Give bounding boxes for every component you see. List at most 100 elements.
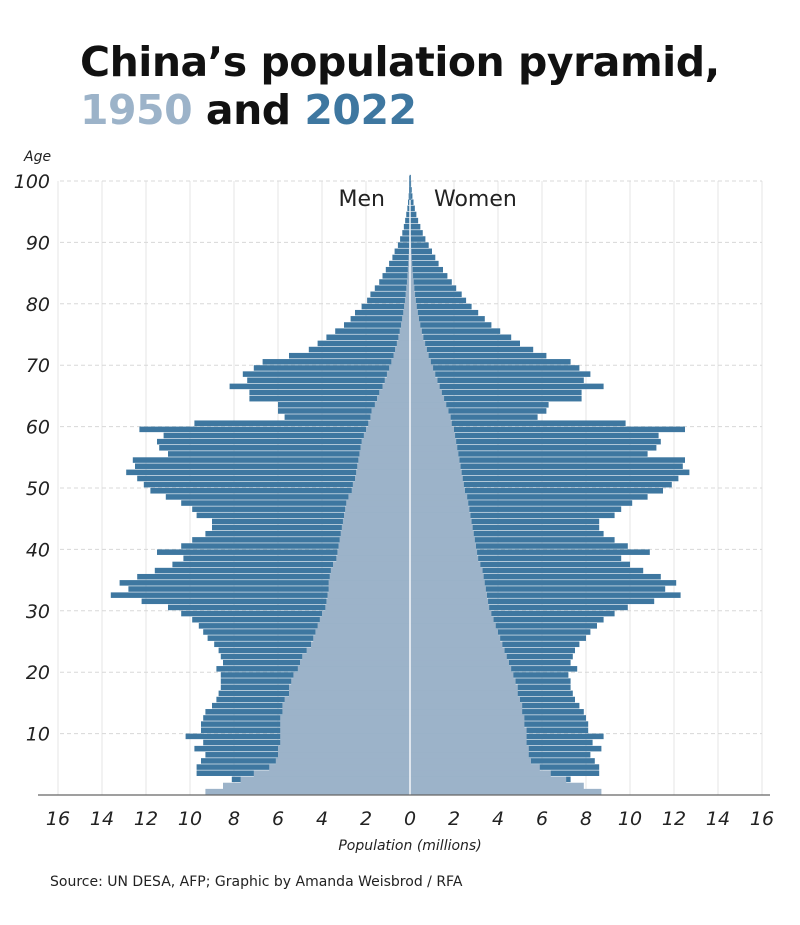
side-label-women: Women	[434, 187, 517, 212]
x-tick-label: 2	[360, 808, 372, 830]
y-tick-label: 80	[26, 294, 50, 316]
bar-1950-women-age-65	[410, 389, 442, 397]
bar-1950-men-age-72	[395, 346, 410, 354]
bar-1950-women-age-25	[410, 635, 501, 642]
bar-1950-men-age-28	[319, 616, 410, 624]
y-tick-label: 30	[26, 601, 50, 623]
bar-1950-women-age-80	[410, 297, 416, 305]
bar-1950-men-age-52	[356, 469, 410, 477]
bar-2022-men-age-82	[374, 285, 410, 291]
bar-1950-men-age-7	[278, 745, 410, 753]
bar-1950-men-age-51	[355, 475, 410, 483]
bar-2022-men-age-83	[379, 279, 410, 285]
title-line-1: China’s population pyramid,	[80, 38, 720, 86]
chart-title: China’s population pyramid, 1950 and 202…	[80, 38, 720, 134]
x-tick-label: 10	[178, 808, 202, 830]
bar-1950-women-age-7	[410, 745, 529, 753]
bar-1950-women-age-20	[410, 666, 512, 673]
bar-2022-women-age-50	[410, 481, 672, 488]
bar-2022-women-age-56	[410, 445, 657, 451]
bar-1950-men-age-39	[337, 549, 410, 556]
bar-2022-men-age-68	[242, 371, 410, 377]
bar-2022-women-age-92	[410, 223, 421, 230]
bar-1950-women-age-41	[410, 537, 475, 544]
bar-1950-women-age-33	[410, 586, 486, 593]
bar-1950-men-age-22	[302, 653, 410, 661]
bar-2022-women-age-44	[410, 518, 600, 525]
bar-1950-women-age-46	[410, 506, 470, 513]
bar-1950-men-age-36	[330, 567, 410, 575]
bar-1950-men-age-78	[403, 309, 410, 317]
bar-1950-men-age-30	[325, 604, 410, 612]
bar-2022-men-age-43	[212, 524, 410, 531]
y-tick-label: 70	[26, 355, 50, 377]
bar-2022-women-age-67	[410, 377, 584, 384]
bar-1950-women-age-1	[410, 782, 584, 790]
bar-1950-women-age-38	[410, 555, 479, 562]
bar-2022-men-age-32	[110, 592, 411, 598]
bar-2022-women-age-54	[410, 457, 685, 463]
bar-2022-men-age-86	[389, 260, 410, 267]
bar-1950-women-age-36	[410, 567, 483, 575]
bar-2022-men-age-73	[317, 340, 410, 347]
bar-2022-men-age-56	[159, 445, 410, 451]
bar-1950-men-age-3	[253, 770, 410, 777]
bar-2022-men-age-26	[203, 629, 410, 635]
bar-2022-men-age-54	[132, 457, 411, 463]
bar-2022-men-age-33	[128, 586, 410, 592]
y-tick-labels: 10 20 30 40 50 60 70 80 90 100	[14, 171, 50, 746]
bar-2022-men-age-87	[392, 254, 410, 261]
bar-2022-women-age-64	[410, 395, 582, 402]
bar-1950-women-age-84	[410, 273, 414, 280]
bar-1950-women-age-58	[410, 432, 456, 440]
bar-1950-women-age-66	[410, 383, 440, 391]
bar-1950-women-age-6	[410, 752, 529, 759]
source-note: Source: UN DESA, AFP; Graphic by Amanda …	[50, 874, 463, 890]
bar-2022-men-age-94	[406, 211, 410, 218]
bar-1950-women-age-85	[410, 266, 413, 274]
x-tick-label: 16	[46, 808, 70, 830]
bar-2022-men-age-57	[157, 438, 410, 445]
bar-1950-men-age-29	[322, 610, 410, 618]
bar-2022-men-age-31	[141, 598, 410, 605]
bar-2022-men-age-61	[284, 414, 410, 420]
bar-1950-men-age-1	[223, 782, 410, 790]
bar-1950-men-age-74	[398, 334, 410, 341]
bar-2022-men-age-65	[249, 389, 410, 396]
bar-1950-men-age-69	[389, 365, 410, 372]
bar-2022-men-age-58	[163, 432, 410, 439]
bar-1950-women-age-4	[410, 764, 540, 771]
bar-1950-men-age-2	[240, 776, 410, 784]
bar-2022-men-age-48	[165, 494, 410, 500]
bar-2022-men-age-67	[247, 377, 410, 384]
bar-2022-women-age-38	[410, 555, 622, 562]
bar-2022-women-age-28	[410, 616, 604, 623]
bar-1950-men-age-67	[384, 377, 410, 384]
bar-2022-men-age-30	[168, 604, 410, 611]
bar-1950-men-age-35	[329, 573, 410, 581]
bar-1950-women-age-18	[410, 678, 516, 685]
bar-1950-men-age-21	[300, 659, 410, 667]
bar-2022-men-age-60	[194, 420, 410, 426]
side-label-men: Men	[339, 187, 385, 212]
bar-2022-women-age-59	[410, 426, 685, 433]
bar-1950-women-age-47	[410, 500, 469, 507]
bar-1950-women-age-67	[410, 377, 438, 384]
bar-1950-men-age-65	[379, 389, 410, 397]
bar-2022-women-age-27	[410, 623, 597, 629]
bar-1950-women-age-72	[410, 346, 427, 354]
bar-1950-men-age-50	[352, 481, 410, 489]
bar-1950-men-age-18	[291, 678, 410, 685]
bar-2022-women-age-33	[410, 586, 666, 592]
y-tick-label: 20	[26, 662, 50, 684]
bar-1950-men-age-13	[282, 709, 410, 716]
bar-1950-women-age-59	[410, 426, 454, 434]
bar-2022-women-age-36	[410, 567, 644, 574]
bar-2022-men-age-79	[361, 303, 410, 310]
x-tick-label: 6	[536, 808, 548, 830]
bar-1950-women-age-39	[410, 549, 478, 556]
bar-2022-men-age-42	[205, 530, 410, 537]
x-tick-label: 4	[316, 808, 328, 830]
bar-2022-men-age-35	[137, 573, 410, 580]
bar-1950-men-age-71	[393, 352, 410, 360]
